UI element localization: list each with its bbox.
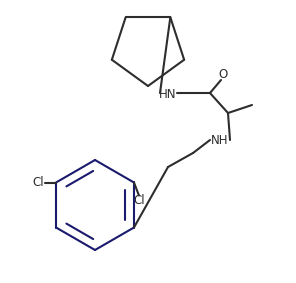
Text: Cl: Cl — [133, 194, 145, 207]
Text: Cl: Cl — [32, 176, 44, 189]
Text: NH: NH — [211, 134, 229, 147]
Text: HN: HN — [159, 89, 177, 102]
Text: O: O — [218, 68, 228, 82]
